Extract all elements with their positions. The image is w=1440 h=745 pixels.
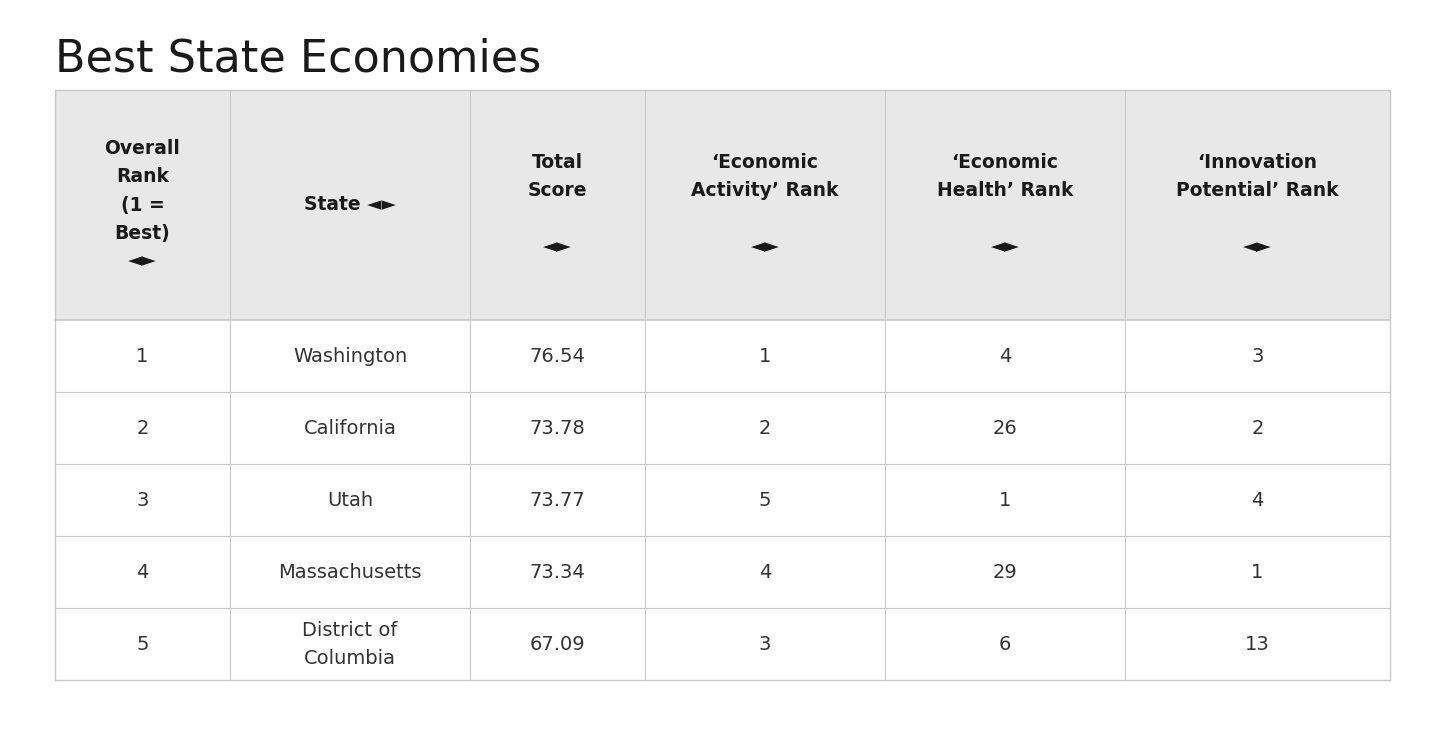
Text: 26: 26 xyxy=(992,419,1018,437)
Text: 4: 4 xyxy=(759,562,772,582)
Text: Overall
Rank
(1 =
Best)
◄►: Overall Rank (1 = Best) ◄► xyxy=(105,139,180,270)
Text: ‘Innovation
Potential’ Rank

◄►: ‘Innovation Potential’ Rank ◄► xyxy=(1176,153,1339,256)
Text: 1: 1 xyxy=(137,346,148,366)
Text: 1: 1 xyxy=(759,346,772,366)
Text: Washington: Washington xyxy=(292,346,408,366)
Text: 13: 13 xyxy=(1246,635,1270,653)
Text: 5: 5 xyxy=(759,490,772,510)
Text: 3: 3 xyxy=(759,635,772,653)
Text: 3: 3 xyxy=(1251,346,1264,366)
Text: 73.78: 73.78 xyxy=(530,419,586,437)
Text: ‘Economic
Health’ Rank

◄►: ‘Economic Health’ Rank ◄► xyxy=(937,153,1073,256)
Text: 2: 2 xyxy=(1251,419,1264,437)
Text: Best State Economies: Best State Economies xyxy=(55,38,541,81)
Text: California: California xyxy=(304,419,396,437)
Text: District of
Columbia: District of Columbia xyxy=(302,621,397,668)
Text: 4: 4 xyxy=(137,562,148,582)
Text: 29: 29 xyxy=(992,562,1018,582)
Text: 3: 3 xyxy=(137,490,148,510)
Text: 5: 5 xyxy=(137,635,148,653)
Text: 2: 2 xyxy=(137,419,148,437)
Text: State ◄►: State ◄► xyxy=(304,195,396,215)
Text: 76.54: 76.54 xyxy=(530,346,586,366)
Text: 6: 6 xyxy=(999,635,1011,653)
Text: 4: 4 xyxy=(1251,490,1264,510)
Text: 67.09: 67.09 xyxy=(530,635,585,653)
Text: 2: 2 xyxy=(759,419,772,437)
Text: Utah: Utah xyxy=(327,490,373,510)
Text: 73.77: 73.77 xyxy=(530,490,586,510)
Text: Total
Score

◄►: Total Score ◄► xyxy=(527,153,588,256)
Text: 4: 4 xyxy=(999,346,1011,366)
Text: Massachusetts: Massachusetts xyxy=(278,562,422,582)
Text: 73.34: 73.34 xyxy=(530,562,586,582)
Text: 1: 1 xyxy=(999,490,1011,510)
Text: 1: 1 xyxy=(1251,562,1264,582)
Text: ‘Economic
Activity’ Rank

◄►: ‘Economic Activity’ Rank ◄► xyxy=(691,153,838,256)
